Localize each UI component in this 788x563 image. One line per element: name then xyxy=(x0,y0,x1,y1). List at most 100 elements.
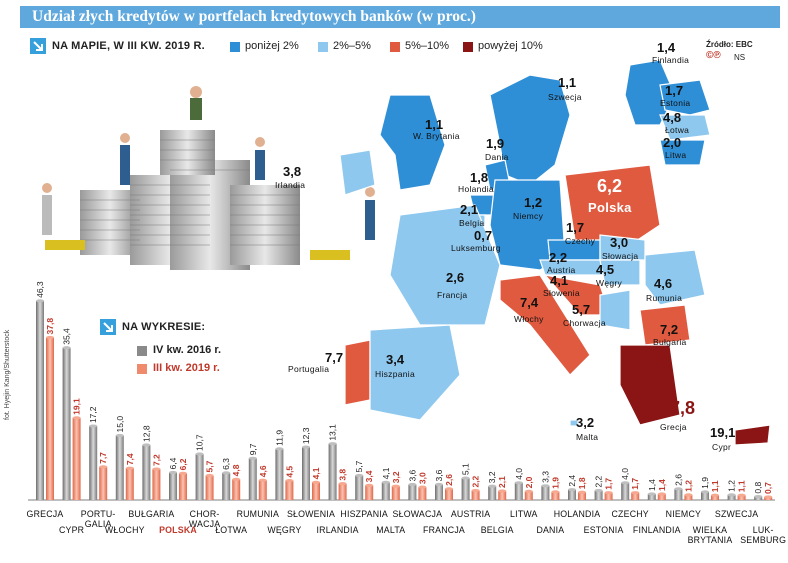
map-value-estonia: 1,7 xyxy=(665,83,684,98)
bar-cap-2016-14 xyxy=(408,482,417,487)
map-name-holandia: Holandia xyxy=(458,184,494,194)
category-label-19: DANIA xyxy=(536,525,565,535)
map-name-szwecja: Szwecja xyxy=(548,92,582,102)
category-label-1: CYPR xyxy=(58,525,85,535)
map-name-chorwacja: Chorwacja xyxy=(563,318,606,328)
map-value-cypr: 19,1 xyxy=(710,425,736,440)
bar-label-2016-2: 17,2 xyxy=(88,406,98,423)
bar-2019-21 xyxy=(604,492,613,500)
map-name-cypr: Cypr xyxy=(712,442,732,452)
bar-label-2016-8: 9,7 xyxy=(248,443,258,455)
bar-cap-2019-6 xyxy=(205,473,214,478)
category-label-25: WIELKA BRYTANIA xyxy=(687,525,733,545)
map-value-wlochy: 7,4 xyxy=(520,295,539,310)
bar-label-2016-17: 3,2 xyxy=(487,471,497,483)
map-name-bulgaria: Bułgaria xyxy=(653,337,687,347)
chart-header: NA WYKRESIE: xyxy=(122,321,206,333)
bar-cap-2016-20 xyxy=(568,488,576,492)
bar-cap-2016-19 xyxy=(541,484,550,488)
bar-2016-26 xyxy=(727,494,736,500)
bar-label-2016-22: 4,0 xyxy=(620,468,630,480)
map-value-rumunia: 4,6 xyxy=(654,276,673,291)
bar-label-2016-26: 1,2 xyxy=(727,480,737,492)
bar-label-2016-3: 15,0 xyxy=(115,416,125,433)
bar-label-2016-21: 2,2 xyxy=(594,475,604,487)
bar-2016-12 xyxy=(355,475,364,500)
bar-2016-20 xyxy=(568,489,576,500)
category-label-5: POLSKA xyxy=(159,525,197,535)
source-note: Źródło: EBC xyxy=(706,40,753,49)
bar-cap-2019-2 xyxy=(99,465,108,469)
bar-cap-2016-17 xyxy=(488,484,497,488)
bar-2016-0 xyxy=(36,300,44,500)
bar-cap-2019-25 xyxy=(711,493,719,497)
bar-label-2019-11: 3,8 xyxy=(338,469,348,481)
legend-label-5-10: 5%–10% xyxy=(405,40,450,52)
bar-label-2019-17: 2,1 xyxy=(497,476,507,488)
category-label-13: MALTA xyxy=(376,525,406,535)
bar-cap-2016-24 xyxy=(674,487,683,491)
map-name-lotwa: Łotwa xyxy=(665,125,690,135)
map-value-irlandia: 3,8 xyxy=(283,164,302,179)
map-value-francja: 2,6 xyxy=(446,270,465,285)
bar-2016-23 xyxy=(647,493,656,500)
map-name-slowacja: Słowacja xyxy=(602,251,639,261)
bar-label-2019-5: 6,2 xyxy=(178,458,188,470)
bar-2019-26 xyxy=(737,495,746,500)
bar-2016-6 xyxy=(195,453,204,500)
bar-cap-2016-1 xyxy=(62,346,71,350)
bar-2016-19 xyxy=(541,485,550,500)
bar-cap-2016-8 xyxy=(248,456,257,460)
bar-cap-2019-18 xyxy=(524,489,533,493)
category-label-10: SŁOWENIA xyxy=(286,509,336,519)
bar-cap-2019-23 xyxy=(657,492,666,496)
map-header: NA MAPIE, W III KW. 2019 R. xyxy=(52,40,205,52)
bar-label-2019-13: 3,2 xyxy=(391,471,401,483)
category-label-15: FRANCJA xyxy=(423,525,465,535)
bar-2019-8 xyxy=(258,480,267,500)
bar-cap-2019-21 xyxy=(604,491,613,495)
map-value-w-brytania: 1,1 xyxy=(425,117,444,132)
bar-2019-3 xyxy=(125,468,134,500)
map-value-czechy: 1,7 xyxy=(566,220,585,235)
bar-label-2016-12: 5,7 xyxy=(354,460,364,472)
bar-2019-6 xyxy=(205,475,214,500)
map-name-estonia: Estonia xyxy=(660,98,691,108)
map-value-luksemburg: 0,7 xyxy=(474,228,493,243)
legend-label-2-5: 2%–5% xyxy=(333,40,371,52)
bar-2019-20 xyxy=(578,492,586,500)
bar-label-2019-2: 7,7 xyxy=(98,452,108,464)
bar-2019-23 xyxy=(657,493,666,500)
bar-cap-2016-9 xyxy=(275,447,284,451)
bar-2016-18 xyxy=(514,482,523,500)
bar-cap-2019-3 xyxy=(125,466,134,470)
legend-swatch-above-10 xyxy=(463,42,473,52)
bar-2019-25 xyxy=(711,495,719,500)
bar-cap-2019-5 xyxy=(179,471,187,475)
bar-label-2019-23: 1,4 xyxy=(657,479,667,491)
bar-cap-2016-16 xyxy=(461,476,470,480)
bar-2019-17 xyxy=(498,490,507,500)
bar-label-2019-22: 1,7 xyxy=(630,478,640,490)
category-label-8: RUMUNIA xyxy=(236,509,280,519)
bar-cap-2016-3 xyxy=(115,433,124,438)
category-label-21: ESTONIA xyxy=(583,525,624,535)
bar-cap-2016-22 xyxy=(621,481,630,485)
bar-2016-22 xyxy=(621,482,630,500)
bar-label-2016-25: 1,9 xyxy=(700,477,710,489)
bar-label-2019-12: 3,4 xyxy=(364,470,374,482)
bar-cap-2016-6 xyxy=(195,452,204,456)
bar-label-2019-26: 1,1 xyxy=(737,480,747,492)
bar-cap-2019-11 xyxy=(338,482,347,486)
bar-2016-14 xyxy=(408,484,417,500)
map-name-czechy: Czechy xyxy=(565,236,596,246)
bar-cap-2019-17 xyxy=(498,489,507,493)
bar-label-2016-6: 10,7 xyxy=(195,434,205,451)
map-value-lotwa: 4,8 xyxy=(663,110,682,125)
map-name-portugalia: Portugalia xyxy=(288,364,330,374)
bar-2019-14 xyxy=(418,487,427,500)
map-value-portugalia: 7,7 xyxy=(325,350,344,365)
bar-label-2019-20: 1,8 xyxy=(577,477,587,489)
bar-2016-1 xyxy=(62,347,71,500)
